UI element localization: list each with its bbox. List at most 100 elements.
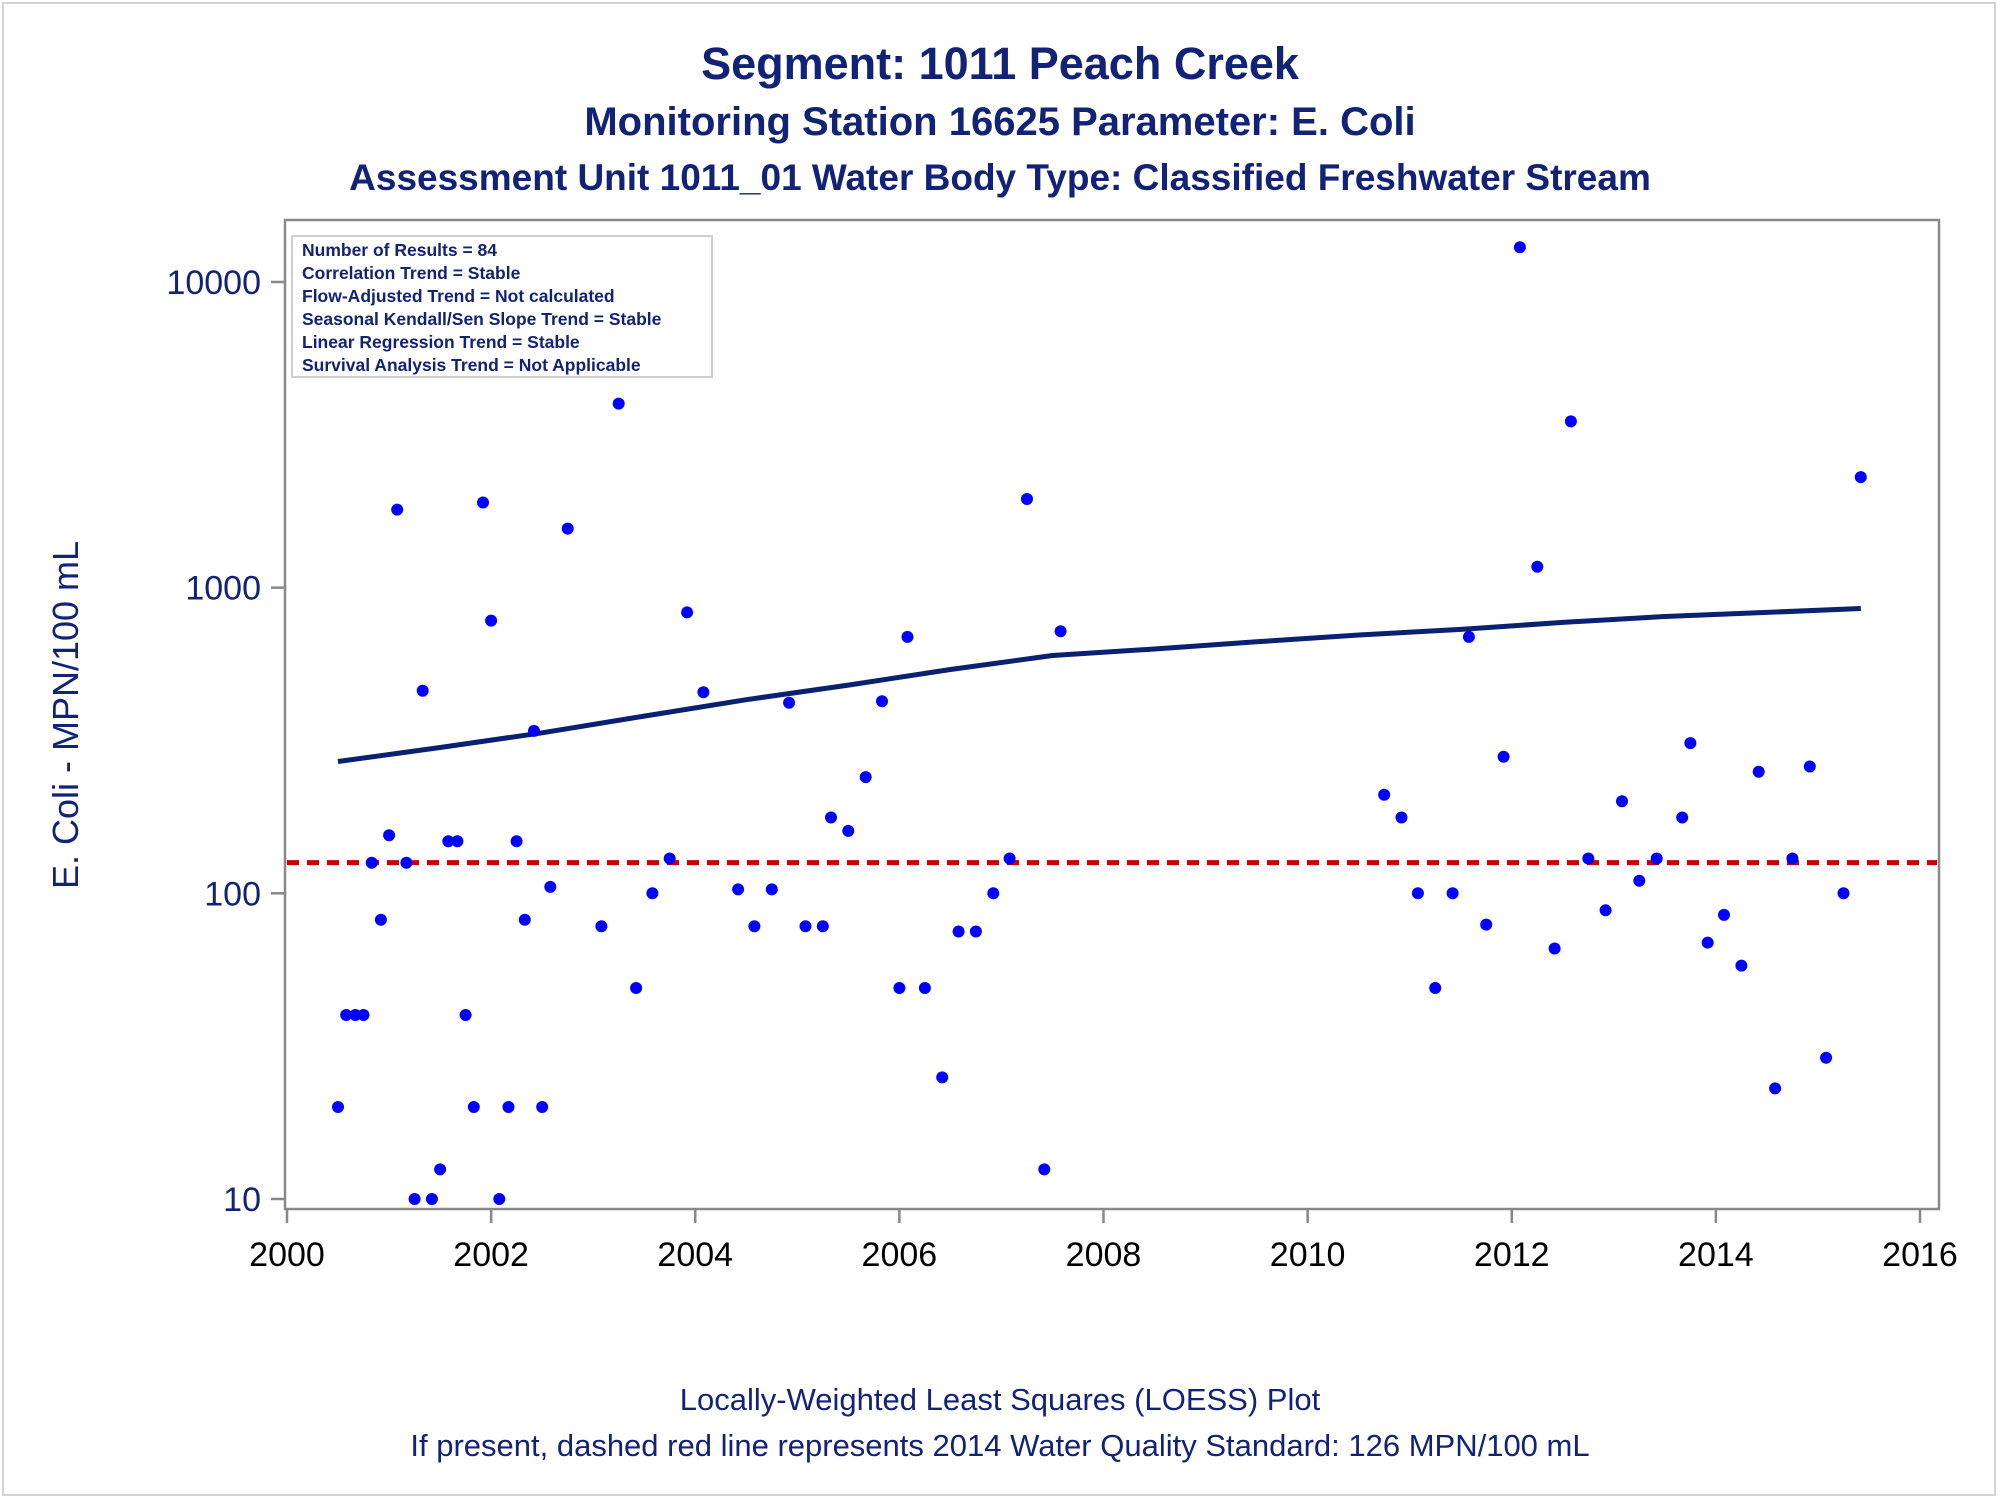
x-tick-label: 2014	[1678, 1236, 1754, 1274]
data-point	[477, 496, 489, 509]
data-point	[697, 686, 710, 699]
y-tick-label: 1000	[185, 570, 261, 608]
data-point	[1684, 737, 1697, 750]
data-point	[1769, 1082, 1782, 1095]
data-point	[1752, 765, 1765, 778]
x-tick-label: 2000	[249, 1236, 325, 1274]
data-point	[1735, 959, 1748, 972]
data-point	[1820, 1051, 1833, 1064]
inset-line: Survival Analysis Trend = Not Applicable	[302, 355, 641, 375]
data-point	[595, 920, 608, 933]
y-tick-label: 10000	[166, 264, 261, 302]
data-point	[502, 1101, 515, 1113]
inset-line: Flow-Adjusted Trend = Not calculated	[302, 286, 615, 306]
inset-line: Correlation Trend = Stable	[302, 263, 521, 283]
data-point	[365, 856, 378, 869]
data-point	[1003, 852, 1016, 865]
data-point	[1633, 874, 1646, 887]
data-point	[1582, 852, 1595, 865]
data-point	[510, 835, 523, 848]
data-point	[732, 883, 745, 896]
data-point	[340, 1009, 353, 1021]
data-point	[442, 835, 455, 848]
data-point	[544, 880, 557, 893]
data-point	[612, 397, 625, 410]
data-point	[799, 920, 812, 933]
data-point	[936, 1071, 949, 1084]
inset-line: Linear Regression Trend = Stable	[302, 332, 580, 352]
data-point	[1786, 852, 1799, 865]
data-point	[1676, 811, 1689, 824]
data-point	[459, 1009, 472, 1021]
statistics-inset: Number of Results = 84 Correlation Trend …	[291, 235, 713, 378]
data-point	[536, 1101, 549, 1113]
data-point	[1378, 788, 1391, 801]
data-point	[467, 1101, 480, 1113]
data-point	[434, 1163, 447, 1176]
data-point	[1701, 936, 1714, 949]
data-point	[416, 684, 429, 697]
data-point	[1054, 625, 1067, 638]
footnote-1: Locally-Weighted Least Squares (LOESS) P…	[679, 1382, 1321, 1417]
data-point	[374, 913, 387, 926]
data-point	[561, 522, 574, 535]
footnote-2: If present, dashed red line represents 2…	[410, 1428, 1590, 1463]
data-point	[1021, 493, 1033, 505]
data-point	[400, 856, 413, 869]
data-point	[918, 982, 931, 994]
data-point	[518, 913, 531, 926]
plot-area	[283, 218, 1941, 1211]
data-point	[1395, 811, 1408, 824]
data-point	[901, 630, 914, 643]
data-point	[1446, 887, 1459, 900]
x-tick-label: 2004	[657, 1236, 733, 1274]
data-point	[1531, 560, 1544, 573]
data-point	[1564, 415, 1577, 428]
axes: 2000 2002 2004 2006 2008 2010 2012 2014 2016 10 10…	[166, 264, 1957, 1274]
data-point	[1837, 887, 1850, 900]
data-points	[332, 241, 1867, 1205]
chart-subtitle: Monitoring Station 16625 Parameter: E. C…	[584, 100, 1416, 144]
data-point	[1462, 630, 1475, 643]
data-point	[383, 829, 396, 842]
x-tick-label: 2008	[1066, 1236, 1142, 1274]
x-tick-label: 2006	[862, 1236, 938, 1274]
inset-box	[291, 235, 713, 378]
data-point	[825, 811, 837, 824]
data-point	[663, 852, 676, 865]
data-point	[1038, 1163, 1051, 1176]
inset-line: Number of Results = 84	[302, 240, 497, 260]
data-point	[357, 1009, 370, 1021]
data-point	[1650, 852, 1663, 865]
data-point	[425, 1193, 438, 1205]
data-point	[1854, 471, 1867, 484]
data-point	[969, 925, 982, 938]
loess-curve	[337, 606, 1861, 764]
data-point	[987, 887, 1000, 900]
data-point	[952, 925, 965, 938]
data-point	[451, 835, 464, 848]
data-point	[391, 503, 404, 516]
data-point	[332, 1101, 344, 1113]
loess-curve-group	[337, 606, 1861, 764]
data-point	[528, 724, 540, 737]
x-tick-label: 2016	[1882, 1236, 1958, 1274]
y-tick-label: 100	[204, 875, 261, 913]
data-point	[1411, 887, 1424, 900]
x-tick-label: 2012	[1474, 1236, 1550, 1274]
data-point	[1803, 760, 1816, 773]
data-point	[816, 920, 829, 933]
y-tick-label: 10	[223, 1181, 261, 1219]
data-point	[783, 696, 796, 709]
data-point	[876, 695, 888, 708]
x-tick-label: 2010	[1270, 1236, 1346, 1274]
data-point	[493, 1193, 506, 1205]
chart-subtitle-2: Assessment Unit 1011_01 Water Body Type:…	[349, 157, 1651, 198]
data-point	[1480, 918, 1493, 931]
data-point	[1548, 942, 1561, 955]
data-point	[408, 1193, 421, 1205]
data-point	[1718, 908, 1730, 921]
data-point	[859, 771, 872, 784]
